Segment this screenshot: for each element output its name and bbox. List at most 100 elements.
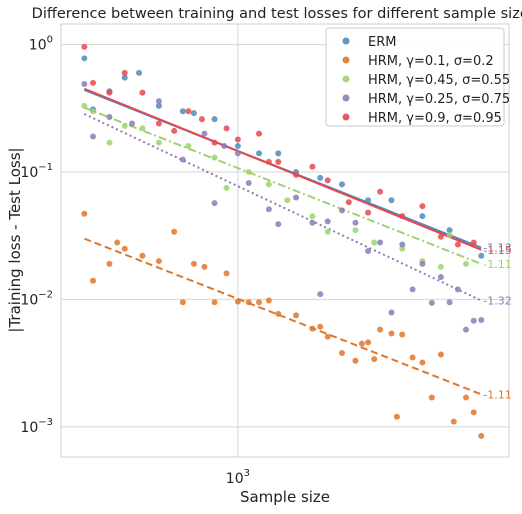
data-point: [121, 74, 128, 81]
data-point: [377, 326, 384, 333]
data-point: [139, 252, 146, 259]
data-point: [419, 203, 426, 210]
data-point: [339, 349, 346, 356]
data-point: [106, 89, 113, 96]
data-point: [339, 181, 346, 188]
data-point: [284, 197, 291, 204]
data-point: [352, 219, 359, 226]
data-point: [221, 142, 228, 149]
data-point: [293, 171, 300, 178]
slope-label: -1.15: [483, 244, 511, 257]
data-point: [462, 260, 469, 267]
data-point: [371, 356, 378, 363]
slope-label: -1.11: [483, 388, 511, 401]
data-point: [223, 184, 230, 191]
data-point: [399, 213, 406, 220]
data-point: [409, 286, 416, 293]
fit-line: [83, 87, 482, 251]
data-point: [317, 323, 324, 330]
data-point: [211, 299, 218, 306]
y-tick-label: 10−3: [20, 417, 53, 436]
data-point: [185, 108, 192, 115]
data-point: [324, 333, 331, 340]
data-point: [265, 206, 272, 213]
data-point: [454, 286, 461, 293]
data-point: [234, 150, 241, 157]
data-point: [223, 125, 230, 132]
data-point: [446, 227, 453, 234]
data-point: [399, 331, 406, 338]
legend-label: HRM, γ=0.45, σ=0.55: [368, 73, 510, 88]
fit-line: [83, 113, 482, 302]
data-point: [81, 43, 88, 50]
data-point: [90, 133, 97, 140]
data-point: [155, 139, 162, 146]
y-axis-label: |Training loss - Test Loss|: [6, 147, 24, 332]
legend: ERM HRM, γ=0.1, σ=0.2 HRM, γ=0.45, σ=0.55 H…: [325, 27, 510, 127]
data-point: [81, 81, 88, 88]
data-point: [211, 200, 218, 207]
x-tick-label: 103: [226, 468, 250, 487]
data-point: [121, 245, 128, 252]
data-point: [201, 263, 208, 270]
data-point: [371, 239, 378, 246]
data-point: [454, 241, 461, 248]
fit-lines: [83, 87, 482, 396]
data-point: [317, 174, 324, 181]
data-point: [409, 354, 416, 361]
data-point: [428, 299, 435, 306]
data-point: [365, 197, 372, 204]
data-point: [446, 299, 453, 306]
data-point: [399, 245, 406, 252]
data-point: [388, 330, 395, 337]
data-point: [309, 213, 316, 220]
data-point: [399, 241, 406, 248]
data-point: [462, 326, 469, 333]
data-point: [470, 409, 477, 416]
data-point: [265, 297, 272, 304]
data-point: [275, 221, 282, 228]
data-point: [171, 228, 178, 235]
data-point: [198, 116, 205, 123]
data-point: [437, 351, 444, 358]
data-point: [317, 291, 324, 298]
data-point: [388, 197, 395, 204]
data-point: [345, 199, 352, 206]
data-point: [155, 102, 162, 109]
data-point: [190, 110, 197, 117]
data-point: [179, 108, 186, 115]
data-point: [293, 194, 300, 201]
slope-label: -1.11: [483, 258, 511, 271]
data-point: [245, 179, 252, 186]
y-tick-label: 100: [29, 35, 53, 54]
data-point: [365, 339, 372, 346]
data-point: [419, 213, 426, 220]
data-point: [155, 98, 162, 105]
data-point: [309, 163, 316, 170]
data-point: [470, 317, 477, 324]
data-point: [106, 260, 113, 267]
legend-marker: [342, 113, 350, 121]
data-point: [81, 102, 88, 109]
data-point: [293, 312, 300, 319]
data-point: [201, 130, 208, 137]
data-point: [190, 260, 197, 267]
data-point: [339, 207, 346, 214]
data-point: [478, 316, 485, 323]
data-point: [155, 120, 162, 127]
data-point: [90, 108, 97, 115]
data-point: [275, 158, 282, 165]
data-point: [478, 432, 485, 439]
data-point: [179, 299, 186, 306]
data-point: [245, 299, 252, 306]
data-point: [352, 357, 359, 364]
data-point: [234, 136, 241, 143]
data-point: [171, 127, 178, 134]
data-point: [245, 168, 252, 175]
data-point: [155, 258, 162, 265]
data-point: [365, 209, 372, 216]
data-point: [139, 125, 146, 132]
slope-labels: -1.13 -1.11 -1.11 -1.32 -1.15: [483, 242, 511, 402]
data-point: [309, 325, 316, 332]
